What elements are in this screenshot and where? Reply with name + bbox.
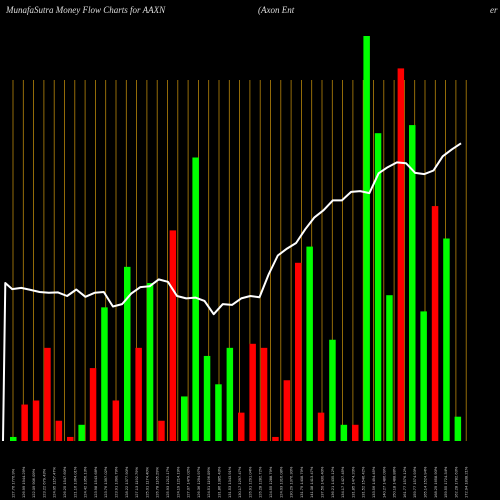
bar-red — [352, 424, 359, 441]
bar-green — [10, 436, 17, 441]
bar-green — [306, 246, 313, 441]
x-tick-label: 124.05 1157.47% — [52, 466, 57, 498]
x-tick-label: 123.98 1543.68% — [93, 466, 98, 498]
x-tick-label: 127.76 1776.9% — [11, 468, 16, 498]
x-tick-label: 141.08 1413.47% — [309, 466, 314, 498]
bar-red — [158, 420, 165, 441]
bar-red — [32, 400, 40, 441]
bar-green — [215, 384, 222, 441]
x-tick-label: 130.29 1376.30% — [289, 466, 294, 498]
x-tick-label: 125.93 1212.17% — [165, 466, 170, 498]
bar-green — [78, 424, 85, 441]
bar-green — [203, 355, 211, 441]
x-tick-label: 136.21 1435.12% — [330, 466, 335, 498]
x-tick-label: 131.53 1343.91% — [227, 466, 232, 498]
bar-green — [226, 347, 234, 441]
x-tick-label: 122.09 906.09% — [31, 468, 36, 498]
bar-green — [181, 396, 188, 441]
bar-green — [101, 307, 108, 441]
x-tick-label: 128.22 1377.90% — [124, 466, 129, 498]
bar-red — [67, 436, 74, 441]
x-tick-label: 172.94 1838.21% — [464, 466, 469, 498]
bar-red — [283, 380, 291, 441]
x-tick-label: 124.55 1288.79% — [268, 466, 273, 498]
x-tick-label: 168.29 1658.90% — [433, 466, 438, 498]
x-tick-label: 126.99 1944.29% — [21, 466, 26, 498]
bar-red — [89, 368, 97, 441]
x-tick-label: 159.77 1574.93% — [412, 466, 417, 498]
bar-green — [420, 311, 427, 441]
bar-red — [397, 68, 405, 442]
bar-red — [272, 436, 279, 441]
x-tick-label: 124.19 1214.19% — [175, 466, 180, 498]
company-name-tail: er — [490, 5, 498, 15]
x-tick-label: 131.86 1385.43% — [217, 466, 222, 498]
x-tick-label: 131.79 1408.79% — [299, 466, 304, 498]
x-tick-label: 130.17 1297.47% — [237, 466, 242, 498]
x-tick-label: 161.77 1576.12% — [402, 466, 407, 498]
x-tick-label: 126.28 1282.72% — [258, 466, 263, 498]
bar-green — [146, 283, 154, 441]
x-tick-label: 150.18 1488.88% — [392, 466, 397, 498]
x-tick-label: 124.42 1356.13% — [83, 466, 88, 498]
x-tick-label: 124.03 1316.08% — [278, 466, 283, 498]
bar-red — [55, 420, 63, 441]
bar-red — [21, 404, 28, 441]
bar-green — [409, 125, 416, 441]
x-tick-label: 140.27 1486.09% — [381, 466, 386, 498]
bars — [10, 36, 462, 442]
x-tick-label: 131.52 1546.42% — [361, 466, 366, 498]
line-series — [2, 142, 462, 442]
bar-green — [192, 157, 199, 441]
bar-green — [340, 424, 348, 441]
money-flow-line — [2, 142, 462, 442]
bar-green — [124, 266, 131, 441]
bar-red — [431, 206, 439, 441]
bar-red — [135, 347, 142, 441]
chart-title: MunafaSutra Money Flow Charts for AAXN — [5, 5, 166, 15]
bar-green — [386, 295, 393, 441]
bar-red — [112, 400, 120, 441]
bar-red — [295, 262, 302, 441]
bar-red — [317, 412, 325, 441]
x-tick-label: 123.91 1390.79% — [114, 466, 119, 498]
x-tick-label: 121.16 1364.01% — [72, 466, 77, 498]
bar-red — [249, 343, 256, 441]
x-tick-label: 126.36 1294.97% — [196, 466, 201, 498]
bar-green — [454, 416, 462, 441]
x-tick-label: 165.14 1524.94% — [423, 466, 428, 498]
x-tick-label: 159.55 1724.34% — [443, 466, 448, 498]
bar-red — [260, 347, 268, 441]
x-tick-label: 126.91 1291.04% — [247, 466, 252, 498]
bar-red — [44, 347, 51, 441]
x-tick-label: 126.25 1547.60% — [62, 466, 67, 498]
x-tick-label: 125.01 1174.40% — [144, 466, 149, 498]
x-tick-label: 123.76 1397.02% — [103, 466, 108, 498]
x-tick-label: 133.56 1494.45% — [371, 466, 376, 498]
x-tick-label: 137.50 1430.40% — [320, 466, 325, 498]
company-name: (Axon Ent — [258, 5, 295, 15]
bar-green — [374, 133, 382, 441]
x-tick-label: 127.07 1479.02% — [186, 466, 191, 498]
bar-green — [363, 36, 370, 441]
x-tick-label: 134.17 1427.45% — [340, 466, 345, 498]
bar-green — [329, 339, 336, 441]
x-tick-label: 127.13 1192.79% — [134, 466, 139, 498]
x-tick-labels: 127.76 1776.9% 126.99 1944.29% 122.09 906.… — [11, 466, 469, 498]
x-tick-label: 126.78 1165.29% — [155, 466, 160, 498]
x-tick-label: 123.22 679.43% — [41, 468, 46, 498]
x-tick-label: 131.85 1474.20% — [350, 466, 355, 498]
x-tick-label: 124.51 1196.09% — [206, 466, 211, 498]
bar-red — [169, 230, 177, 441]
bar-green — [443, 238, 450, 441]
bar-red — [238, 412, 245, 441]
x-tick-label: 162.28 1782.63% — [453, 466, 458, 498]
